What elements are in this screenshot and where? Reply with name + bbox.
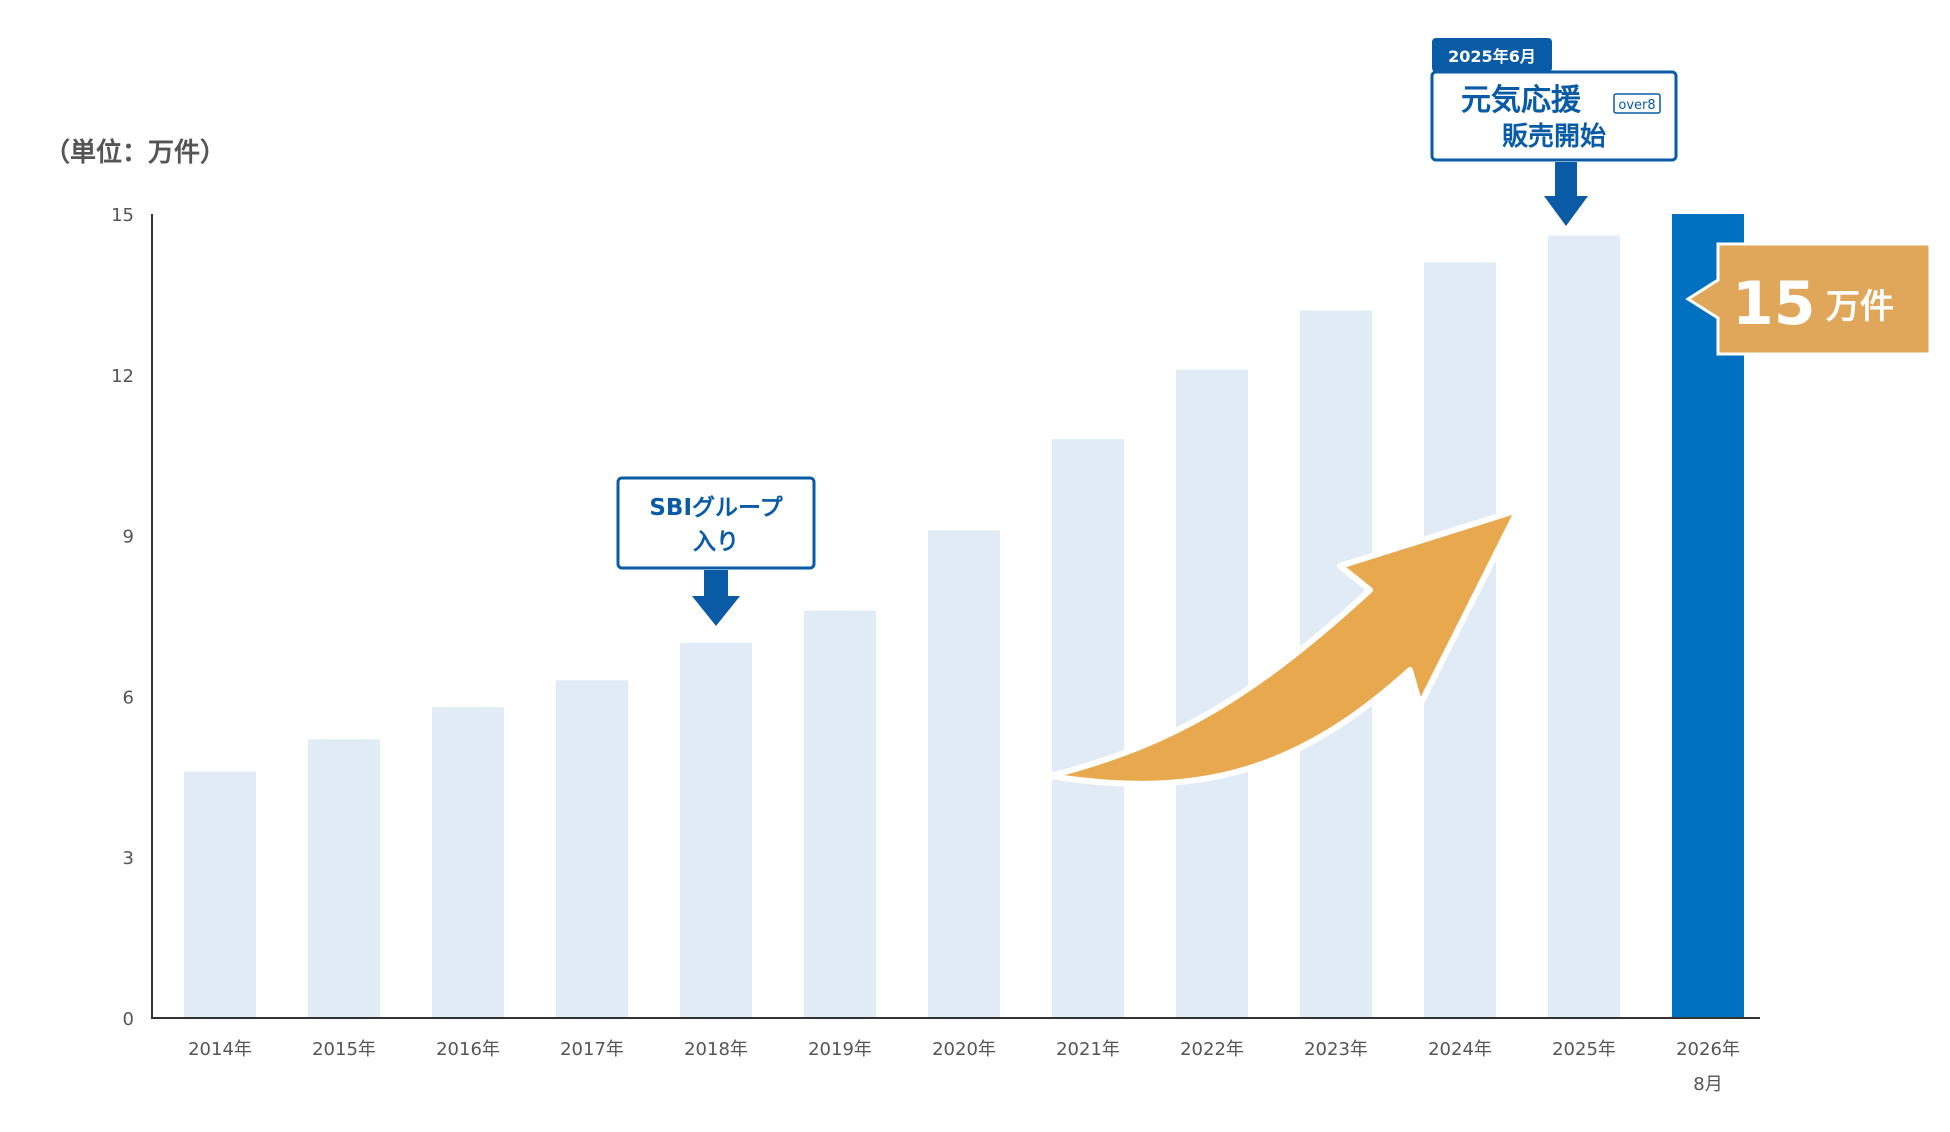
- bar-2: [432, 707, 504, 1018]
- x-tick-label-1: 2015年: [312, 1039, 376, 1060]
- x-tick-label-11: 2025年: [1552, 1039, 1616, 1060]
- over8-badge: [1613, 93, 1661, 114]
- x-tick-label-2: 2016年: [436, 1039, 500, 1060]
- bars-layer: [184, 214, 1744, 1019]
- y-tick-label-3: 9: [123, 527, 134, 548]
- bar-6: [928, 530, 1000, 1018]
- unit-label: （単位：万件）: [44, 138, 227, 168]
- axis-layer: 0 3 6 9 12 15 2014年 2015年 2016年 2017年 2018年 2019年 20…: [111, 205, 1760, 1095]
- sbi-callout-box: [616, 476, 816, 570]
- x-tick-label-10: 2024年: [1428, 1039, 1492, 1060]
- x-tick-label-8: 2022年: [1180, 1039, 1244, 1060]
- total-unit: 万件: [1826, 287, 1894, 327]
- sbi-callout-line1: SBIグループ: [649, 494, 783, 521]
- sbi-callout-line2: 入り: [693, 529, 739, 555]
- genki-down-arrow-icon: [1544, 162, 1588, 226]
- bar-4: [680, 642, 752, 1018]
- y-tick-label-4: 12: [111, 366, 134, 387]
- x-tick-label-12: 2026年: [1676, 1039, 1740, 1060]
- bar-11: [1548, 235, 1620, 1018]
- y-tick-label-2: 6: [123, 687, 134, 708]
- x-tick-label-6: 2020年: [932, 1039, 996, 1060]
- genki-date-tag-text: 2025年6月: [1448, 47, 1536, 66]
- y-tick-label-0: 0: [123, 1009, 134, 1030]
- genki-callout-line2: 販売開始: [1502, 122, 1606, 152]
- bar-1: [308, 739, 380, 1018]
- x-tick-sublabel-12: 8月: [1693, 1074, 1722, 1095]
- y-tick-label-5: 15: [111, 205, 134, 226]
- trend-arrow: [1047, 507, 1521, 787]
- bar-5: [804, 610, 876, 1018]
- genki-date-tag: [1432, 38, 1552, 72]
- sbi-down-arrow-icon: [692, 570, 740, 626]
- x-tick-label-4: 2018年: [684, 1039, 748, 1060]
- total-number: 15: [1732, 269, 1816, 339]
- x-tick-label-3: 2017年: [560, 1039, 624, 1060]
- total-badge-shape: [1685, 242, 1932, 356]
- total-badge: 15 万件: [1685, 242, 1932, 356]
- x-tick-label-7: 2021年: [1056, 1039, 1120, 1060]
- x-tick-label-9: 2023年: [1304, 1039, 1368, 1060]
- curved-up-arrow-icon: [1047, 507, 1521, 787]
- over8-badge-text: over8: [1618, 98, 1655, 113]
- genki-callout-line1: 元気応援: [1461, 83, 1582, 118]
- bar-7: [1052, 439, 1124, 1018]
- y-tick-label-1: 3: [123, 848, 134, 869]
- x-tick-label-0: 2014年: [188, 1039, 252, 1060]
- bar-0: [184, 771, 256, 1018]
- x-tick-label-5: 2019年: [808, 1039, 872, 1060]
- bar-3: [556, 680, 628, 1018]
